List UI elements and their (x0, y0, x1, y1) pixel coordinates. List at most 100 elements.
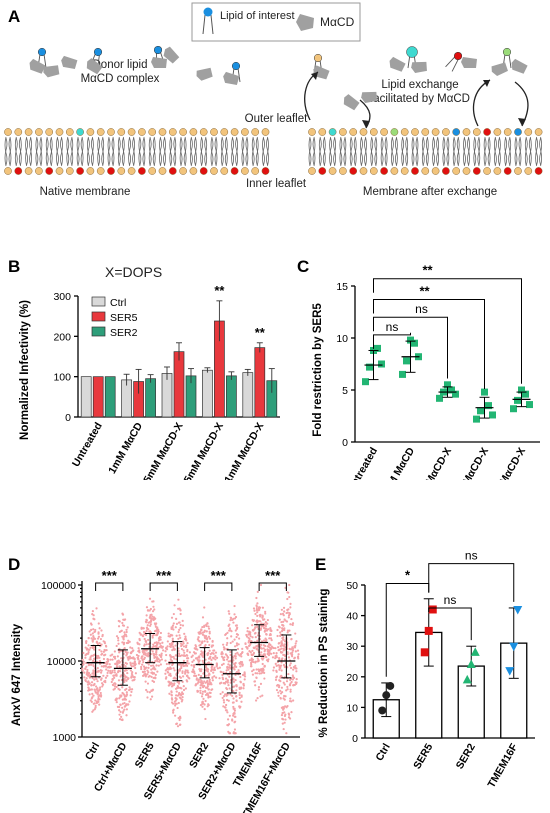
cell-point (146, 682, 150, 685)
cell-point (295, 640, 298, 643)
cell-point (156, 660, 159, 663)
cell-point (241, 647, 244, 650)
cell-point (110, 672, 113, 675)
cell-point (226, 679, 229, 683)
cell-point (92, 709, 95, 712)
cell-point (280, 640, 283, 643)
legend-label: SER5 (110, 312, 138, 324)
cell-point (192, 668, 195, 671)
cell-point (289, 606, 292, 609)
cell-point (262, 639, 266, 642)
cell-point (82, 662, 85, 666)
cell-point (288, 664, 292, 667)
cell-point (224, 677, 228, 680)
cell-point (180, 647, 184, 651)
cell-point (228, 627, 232, 630)
cell-point (96, 692, 99, 695)
cell-point (86, 674, 90, 677)
cell-point (254, 612, 257, 616)
cell-point (171, 637, 174, 640)
cell-point (261, 614, 264, 617)
lipid-head (65, 128, 74, 136)
cell-point (282, 663, 286, 667)
lipid-head (158, 128, 167, 136)
cell-point (289, 666, 293, 670)
cell-point (127, 656, 130, 659)
cell-point (170, 616, 174, 619)
cell-point (283, 640, 287, 643)
cell-point (151, 610, 155, 613)
cell-point (115, 701, 118, 704)
data-point (411, 339, 418, 347)
panel-d-ylabel: AnxV 647 Intensity (11, 623, 23, 726)
cell-point (231, 618, 234, 621)
cell-point (102, 640, 105, 643)
cell-point (229, 641, 232, 645)
cell-point (99, 691, 102, 695)
cell-point (123, 680, 126, 684)
cell-point (259, 695, 262, 698)
cell-point (159, 638, 162, 641)
cell-point (199, 689, 202, 692)
cell-point (252, 651, 256, 655)
cell-point (91, 613, 94, 616)
cell-point (142, 661, 145, 664)
cell-point (185, 674, 189, 677)
panel-d-label: D (8, 555, 20, 574)
cell-point (275, 669, 278, 672)
cell-point (283, 721, 286, 724)
cell-point (130, 676, 133, 679)
cell-point (228, 612, 231, 615)
lipid-head (421, 167, 430, 175)
cell-point (234, 673, 237, 677)
y-tick-label: 10000 (47, 656, 76, 668)
cell-point (151, 688, 155, 691)
cell-point (290, 637, 293, 641)
cell-point (186, 671, 189, 674)
cell-point (257, 620, 261, 623)
data-point (424, 626, 433, 635)
cell-point (235, 689, 238, 692)
cell-point (283, 683, 286, 686)
cell-point (103, 680, 106, 683)
cell-point (253, 680, 256, 683)
cell-point (251, 658, 255, 661)
cell-point (92, 638, 95, 641)
cell-point (232, 656, 235, 659)
cell-point (207, 662, 211, 665)
cell-point (126, 626, 129, 629)
cell-point (159, 642, 162, 645)
cell-point (282, 620, 285, 623)
cell-point (260, 647, 263, 650)
cell-point (275, 654, 278, 657)
cell-point (97, 669, 100, 673)
legend-swatch (91, 296, 106, 307)
cell-point (233, 711, 236, 714)
cell-point (155, 629, 158, 632)
panel-c: C Fold restriction by SER5 0 5 10 15 Untreat… (297, 257, 540, 480)
cell-point (164, 669, 167, 672)
cell-point (264, 612, 267, 615)
cell-point (175, 697, 178, 700)
cell-point (142, 627, 145, 630)
cell-point (234, 679, 237, 682)
cell-point (152, 664, 155, 667)
panel-a: A Lipid of interest MαCD Donor lipid MαC… (4, 2, 543, 198)
cell-point (288, 595, 291, 599)
cell-point (236, 626, 239, 629)
cell-point (179, 623, 182, 627)
comparison-label: ** (419, 284, 430, 299)
cell-point (123, 693, 126, 696)
cell-point (176, 694, 180, 697)
arrow-head (311, 72, 318, 80)
after-exchange-label: Membrane after exchange (363, 186, 497, 198)
cell-point (173, 676, 176, 679)
cell-point (242, 684, 245, 687)
cell-point (145, 618, 148, 621)
cell-point (121, 702, 124, 705)
cell-point (296, 649, 300, 652)
cell-point (118, 620, 121, 623)
cell-point (205, 669, 208, 672)
cell-point (200, 680, 203, 683)
cell-point (97, 700, 100, 703)
